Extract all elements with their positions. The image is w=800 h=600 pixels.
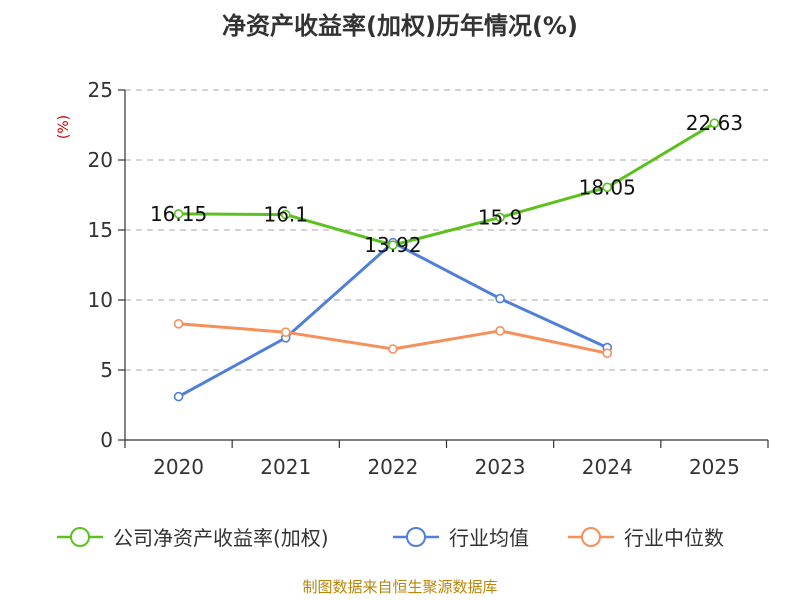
data-label: 13.92	[364, 233, 421, 257]
legend-marker	[406, 527, 426, 547]
data-point[interactable]	[602, 348, 613, 359]
data-point[interactable]	[709, 118, 720, 128]
series-0	[173, 118, 720, 250]
data-point[interactable]	[495, 293, 505, 304]
data-point[interactable]	[173, 391, 184, 402]
chart-title: 净资产收益率(加权)历年情况(%)	[222, 12, 578, 40]
data-point[interactable]	[280, 209, 291, 220]
y-tick-label: 25	[88, 78, 113, 102]
data-point[interactable]	[495, 325, 505, 336]
legend-item-0[interactable]: 公司净资产收益率(加权)	[57, 526, 329, 550]
x-tick-label-2025: 2025	[689, 455, 740, 479]
data-point[interactable]	[173, 318, 184, 329]
y-tick-label: 10	[88, 288, 113, 312]
legend-label: 行业中位数	[624, 526, 724, 550]
data-point[interactable]	[388, 240, 398, 250]
y-tick-label: 0	[100, 428, 113, 452]
series-1	[173, 237, 613, 402]
legend-label: 行业均值	[449, 526, 529, 550]
data-label: 22.63	[686, 111, 743, 135]
y-tick-label: 20	[88, 148, 113, 172]
x-tick-label-2021: 2021	[260, 455, 311, 479]
data-label: 15.9	[478, 205, 523, 229]
series-line	[178, 121, 716, 247]
x-tick-label-2024: 2024	[582, 455, 633, 479]
data-label: 16.15	[150, 202, 207, 226]
x-tick-label-2022: 2022	[367, 455, 418, 479]
legend-marker	[581, 527, 601, 547]
x-tick-label-2023: 2023	[475, 455, 526, 479]
data-labels: 16.15 16.1 13.92 15.9 18.05 22.63	[150, 111, 743, 257]
data-point[interactable]	[602, 182, 613, 193]
y-axis-label: (%)	[56, 115, 72, 139]
data-point[interactable]	[173, 209, 184, 219]
legend-label: 公司净资产收益率(加权)	[113, 526, 329, 550]
data-label: 16.1	[263, 203, 308, 227]
data-point[interactable]	[280, 327, 291, 338]
legend-item-1[interactable]: 行业均值	[393, 526, 529, 550]
x-tick-label-2020: 2020	[153, 455, 204, 479]
series-line	[177, 241, 608, 398]
series-group	[173, 118, 720, 402]
legend: 公司净资产收益率(加权) 行业均值 行业中位数	[57, 526, 724, 550]
y-tick-label: 5	[100, 358, 113, 382]
y-tick-label: 15	[88, 218, 113, 242]
source-note: 制图数据来自恒生聚源数据库	[302, 578, 497, 596]
legend-item-2[interactable]: 行业中位数	[568, 526, 724, 550]
series-2	[173, 318, 613, 359]
data-point[interactable]	[495, 212, 505, 223]
data-point[interactable]	[388, 344, 398, 354]
data-label: 18.05	[579, 175, 636, 199]
legend-marker	[70, 527, 90, 547]
